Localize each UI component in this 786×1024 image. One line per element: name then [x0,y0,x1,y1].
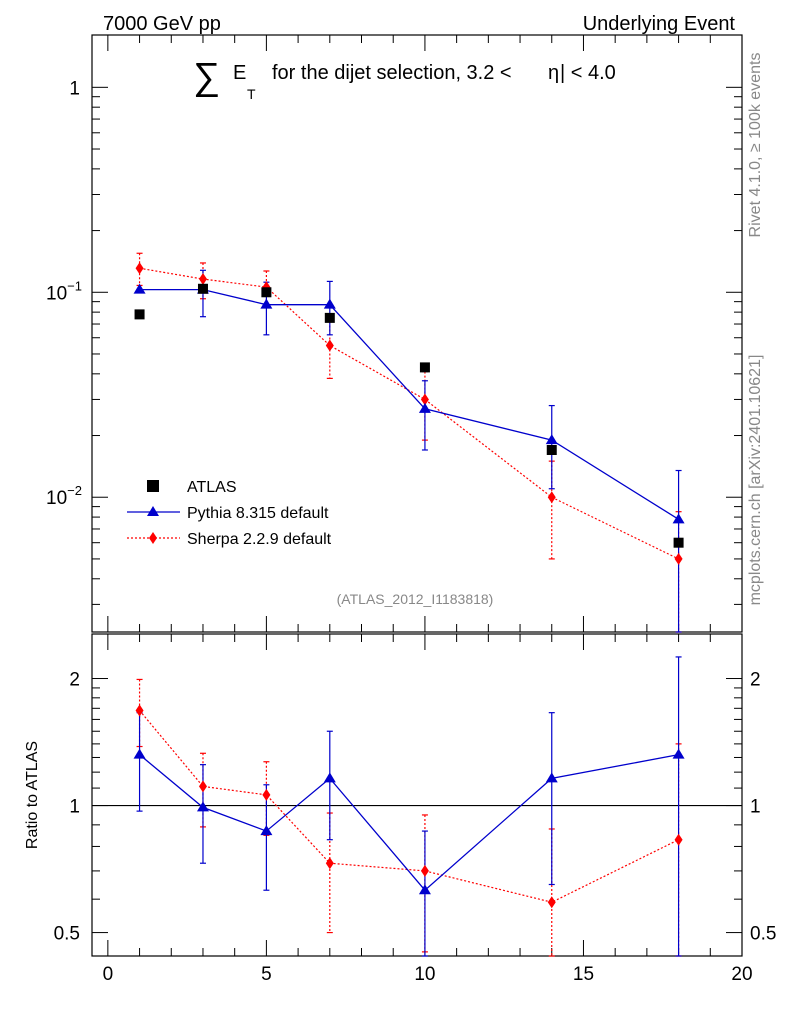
header-left: 7000 GeV pp [103,13,221,35]
pythia-point [672,513,685,524]
ratio-sherpa-point [135,704,144,717]
atlas-point [261,287,272,298]
title-rest: | < 4.0 [560,62,616,84]
chart-title: ∑ E T for the dijet selection, 3.2 < η |… [193,56,616,102]
legend-sherpa-marker [149,532,157,544]
legend-pythia-label: Pythia 8.315 default [187,505,329,522]
main-axis-ticks [92,35,743,632]
pythia-point [545,434,558,445]
legend: ATLAS Pythia 8.315 default Sherpa 2.2.9 … [127,479,332,548]
legend-atlas-label: ATLAS [187,479,237,496]
ratio-panel-frame [91,633,743,957]
ratio-pythia-point [323,772,336,783]
main-ytick-label: 1 [69,78,80,99]
ratio-pythia-point [133,748,146,759]
xtick-label: 5 [261,964,272,985]
ratio-ytick-label-right: 0.5 [750,924,776,945]
atlas-point [419,362,430,373]
ratio-tick-labels: 0.5 0.5 1 1 2 2 [54,670,777,945]
rivet-version-label: Rivet 4.1.0, ≥ 100k events [747,53,764,238]
legend-sherpa-label: Sherpa 2.2.9 default [187,531,332,548]
legend-pythia-marker [147,506,159,516]
xtick-labels: 0 5 10 15 20 [103,964,753,985]
pythia-point [323,298,336,309]
ratio-ytick-label-left: 2 [69,670,80,691]
title-eta: η [548,62,559,84]
legend-atlas-marker [147,480,159,492]
pythia-point [260,298,273,309]
analysis-watermark: (ATLAS_2012_I1183818) [337,591,494,607]
pythia-point [418,402,431,413]
atlas-point [546,444,557,455]
ratio-pythia-point [545,772,558,783]
ratio-sherpa-point [674,833,683,846]
sherpa-point [198,273,207,286]
title-sub: T [247,86,256,102]
atlas-point [324,312,335,323]
ratio-series [133,656,685,957]
xtick-label: 20 [731,964,752,985]
header-right: Underlying Event [583,13,736,35]
ratio-pythia-line [139,754,679,892]
ratio-pythia-point [418,884,431,895]
main-ytick-label: 10−1 [46,278,82,304]
pythia-point [133,283,146,294]
ratio-sherpa-line [139,710,679,903]
atlas-point [197,283,208,294]
title-sigma: ∑ [193,56,220,98]
main-series [133,252,685,633]
main-ytick-label: 10−2 [46,483,82,509]
main-panel-frame [91,34,743,633]
sherpa-point [135,262,144,275]
ratio-ylabel: Ratio to ATLAS [24,741,41,849]
xtick-label: 0 [103,964,114,985]
main-ytick-labels: 1 10−1 10−2 [46,78,82,509]
ratio-ytick-label-left: 0.5 [54,924,80,945]
ratio-sherpa-point [547,896,556,909]
ratio-sherpa-point [198,780,207,793]
ratio-sherpa-point [262,788,271,801]
sherpa-point [420,393,429,406]
ratio-pythia-point [196,801,209,812]
ratio-pythia-point [260,825,273,836]
title-text: for the dijet selection, 3.2 < [272,62,512,84]
sherpa-point [674,552,683,565]
xtick-label: 15 [573,964,594,985]
mcplots-source-label: mcplots.cern.ch [arXiv:2401.10621] [747,355,764,606]
xtick-label: 10 [414,964,435,985]
title-e: E [233,62,246,84]
atlas-point [673,537,684,548]
atlas-point [134,309,145,320]
ratio-sherpa-point [325,857,334,870]
sherpa-point [547,491,556,504]
ratio-axis-ticks [92,634,743,956]
ratio-pythia-point [672,748,685,759]
sherpa-point [325,339,334,352]
ratio-ytick-label-right: 1 [750,797,761,818]
ratio-ytick-label-left: 1 [69,797,80,818]
ratio-sherpa-point [420,864,429,877]
ratio-ytick-label-right: 2 [750,670,761,691]
